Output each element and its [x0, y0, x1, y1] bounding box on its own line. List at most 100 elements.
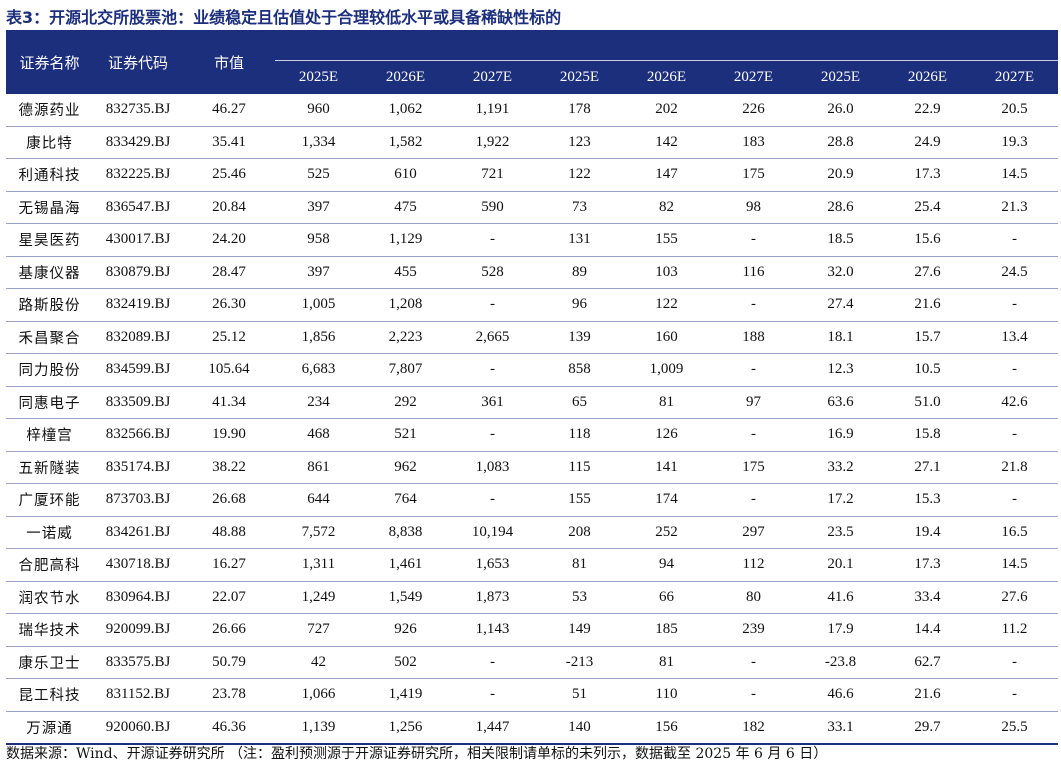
cell-value: 1,191: [449, 94, 536, 127]
cell-market-cap: 28.47: [183, 256, 275, 289]
cell-value: 1,249: [275, 581, 362, 614]
cell-value: 25.4: [884, 191, 971, 224]
cell-value: 15.8: [884, 418, 971, 452]
header-year: 2025E: [275, 60, 362, 94]
cell-value: -: [710, 353, 797, 387]
cell-value: -: [971, 288, 1058, 322]
cell-value: -: [710, 223, 797, 257]
cell-value: 958: [275, 223, 362, 257]
table-title: 表3：开源北交所股票池：业绩稳定且估值处于合理较低水平或具备稀缺性标的: [6, 8, 562, 27]
cell-security-code: 830879.BJ: [93, 256, 183, 289]
cell-value: 178: [536, 94, 623, 127]
cell-value: -: [449, 353, 536, 387]
cell-market-cap: 35.41: [183, 126, 275, 159]
cell-value: 1,856: [275, 321, 362, 354]
cell-value: 174: [623, 483, 710, 517]
cell-value: 1,009: [623, 353, 710, 387]
cell-value: 141: [623, 451, 710, 484]
cell-security-name: 德源药业: [6, 94, 93, 127]
source-note: 数据来源：Wind、开源证券研究所 （注：盈利预测源于开源证券研究所，相关限制请…: [6, 746, 828, 762]
header-year: 2025E: [797, 60, 884, 94]
table-row: 康乐卫士 833575.BJ 50.79 42 502- -213 81- -23.8 62.7…: [6, 646, 1058, 679]
cell-value: 160: [623, 321, 710, 354]
cell-value: 13.4: [971, 321, 1058, 354]
cell-value: 1,129: [362, 223, 449, 257]
cell-security-code: 920060.BJ: [93, 711, 183, 745]
cell-market-cap: 23.78: [183, 678, 275, 712]
table-row: 一诺威 834261.BJ 48.88 7,572 8,838 10,194 208 252 2…: [6, 516, 1058, 549]
cell-value: 96: [536, 288, 623, 322]
cell-value: 112: [710, 548, 797, 582]
cell-security-name: 康比特: [6, 126, 93, 159]
header-year: 2025E: [536, 60, 623, 94]
stock-pool-table: 证券名称 证券代码 市值 2025E 2026E 2027E 2025E 202…: [6, 30, 1058, 745]
cell-value: 98: [710, 191, 797, 224]
cell-value: 1,922: [449, 126, 536, 159]
cell-value: 525: [275, 158, 362, 192]
cell-security-code: 430017.BJ: [93, 223, 183, 257]
cell-security-code: 836547.BJ: [93, 191, 183, 224]
cell-value: 962: [362, 451, 449, 484]
cell-value: 65: [536, 386, 623, 419]
cell-value: 297: [710, 516, 797, 549]
header-group-a: [275, 30, 536, 61]
table-row: 同力股份 834599.BJ 105.64 6,683 7,807-858 1,009-1…: [6, 353, 1058, 387]
cell-market-cap: 105.64: [183, 353, 275, 387]
cell-security-name: 梓橦宫: [6, 418, 93, 452]
cell-value: 1,334: [275, 126, 362, 159]
cell-value: 16.9: [797, 418, 884, 452]
cell-market-cap: 50.79: [183, 646, 275, 679]
cell-value: 861: [275, 451, 362, 484]
header-year: 2026E: [884, 60, 971, 94]
cell-value: 397: [275, 191, 362, 224]
cell-value: 155: [623, 223, 710, 257]
cell-security-code: 834261.BJ: [93, 516, 183, 549]
cell-value: 142: [623, 126, 710, 159]
cell-security-code: 834599.BJ: [93, 353, 183, 387]
cell-value: 590: [449, 191, 536, 224]
cell-value: 521: [362, 418, 449, 452]
cell-market-cap: 48.88: [183, 516, 275, 549]
cell-value: 1,066: [275, 678, 362, 712]
cell-value: -: [971, 353, 1058, 387]
cell-security-name: 昆工科技: [6, 678, 93, 712]
table-row: 星昊医药 430017.BJ 24.20 958 1,129-131 155-18.5 15…: [6, 223, 1058, 257]
cell-value: 51.0: [884, 386, 971, 419]
cell-value: 1,419: [362, 678, 449, 712]
cell-value: -: [449, 223, 536, 257]
cell-value: 17.3: [884, 548, 971, 582]
cell-value: 1,083: [449, 451, 536, 484]
cell-value: 19.3: [971, 126, 1058, 159]
cell-value: 11.2: [971, 613, 1058, 647]
cell-value: 1,062: [362, 94, 449, 127]
table-body: 德源药业 832735.BJ 46.27 960 1,062 1,191 178 202 226…: [6, 94, 1058, 745]
header-market-cap: 市值: [183, 30, 275, 94]
cell-value: -: [449, 646, 536, 679]
cell-value: 1,311: [275, 548, 362, 582]
cell-value: 15.3: [884, 483, 971, 517]
cell-value: 33.4: [884, 581, 971, 614]
cell-value: 502: [362, 646, 449, 679]
cell-security-code: 831152.BJ: [93, 678, 183, 712]
cell-value: 183: [710, 126, 797, 159]
table-row: 基康仪器 830879.BJ 28.47 397 455 528 89 103 116 32.0 2…: [6, 256, 1058, 289]
cell-value: 16.5: [971, 516, 1058, 549]
cell-value: 764: [362, 483, 449, 517]
cell-value: 226: [710, 94, 797, 127]
cell-value: 32.0: [797, 256, 884, 289]
cell-security-code: 833429.BJ: [93, 126, 183, 159]
header-year: 2026E: [362, 60, 449, 94]
cell-value: 27.1: [884, 451, 971, 484]
cell-value: 66: [623, 581, 710, 614]
cell-value: -: [710, 418, 797, 452]
cell-value: 1,653: [449, 548, 536, 582]
cell-market-cap: 26.68: [183, 483, 275, 517]
cell-value: 14.4: [884, 613, 971, 647]
cell-value: 188: [710, 321, 797, 354]
cell-value: 1,256: [362, 711, 449, 745]
header-security-name: 证券名称: [6, 30, 93, 94]
cell-security-name: 星昊医药: [6, 223, 93, 257]
header-security-code: 证券代码: [93, 30, 183, 94]
cell-value: 361: [449, 386, 536, 419]
cell-value: 17.3: [884, 158, 971, 192]
